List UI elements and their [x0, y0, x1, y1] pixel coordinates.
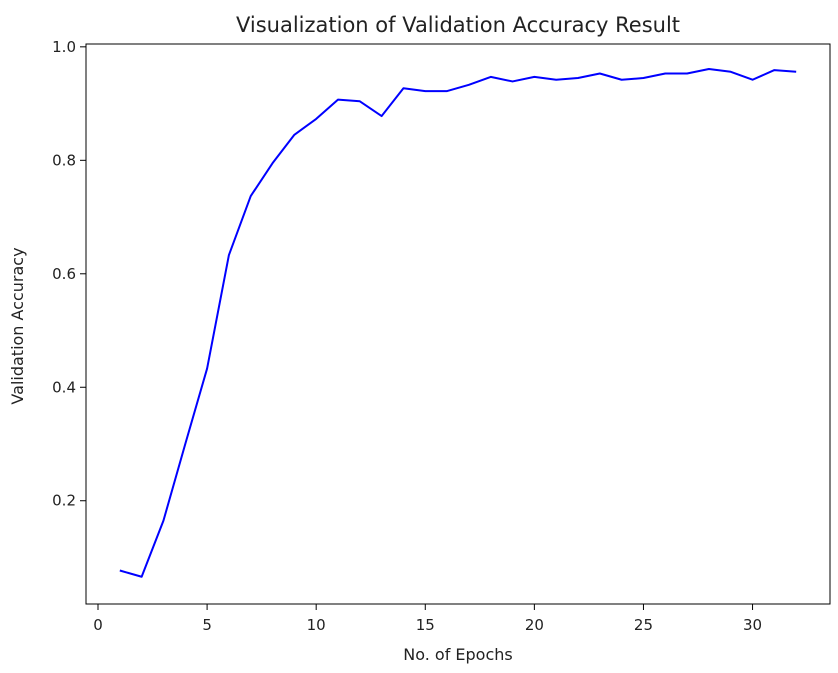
y-axis-title: Validation Accuracy [8, 247, 27, 404]
x-tick-label: 0 [93, 616, 103, 634]
plot-area [85, 43, 831, 605]
x-tick-label: 25 [634, 616, 653, 634]
y-tick-label: 0.8 [52, 151, 76, 169]
x-tick-label: 5 [202, 616, 212, 634]
y-tick-label: 1.0 [52, 38, 76, 56]
x-tick-label: 10 [307, 616, 326, 634]
y-tick-label: 0.4 [52, 378, 76, 396]
y-axis: 0.2 0.4 0.6 0.8 1.0 [52, 38, 86, 510]
x-tick-label: 30 [743, 616, 762, 634]
x-axis-title: No. of Epochs [403, 645, 512, 664]
axes-frame [85, 43, 831, 605]
series-line-0 [119, 67, 797, 578]
x-tick-label: 15 [416, 616, 435, 634]
x-tick-label: 20 [525, 616, 544, 634]
y-tick-label: 0.6 [52, 265, 76, 283]
y-tick-label: 0.2 [52, 492, 76, 510]
chart-title: Visualization of Validation Accuracy Res… [236, 13, 680, 37]
x-axis: 0 5 10 15 20 25 30 [93, 604, 762, 634]
